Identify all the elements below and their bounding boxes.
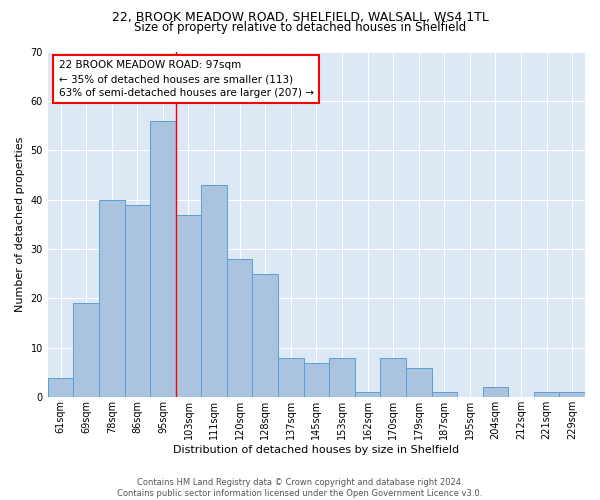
Bar xyxy=(227,259,253,398)
Bar xyxy=(201,185,227,398)
Bar xyxy=(73,304,99,398)
Bar xyxy=(125,204,150,398)
Bar xyxy=(380,358,406,398)
Bar xyxy=(253,274,278,398)
Y-axis label: Number of detached properties: Number of detached properties xyxy=(15,136,25,312)
Bar xyxy=(534,392,559,398)
Text: Size of property relative to detached houses in Shelfield: Size of property relative to detached ho… xyxy=(134,21,466,34)
Bar xyxy=(329,358,355,398)
Bar xyxy=(559,392,585,398)
Bar xyxy=(304,362,329,398)
Bar xyxy=(355,392,380,398)
Bar xyxy=(176,214,201,398)
Bar xyxy=(406,368,431,398)
Bar xyxy=(482,388,508,398)
Bar xyxy=(99,200,125,398)
Bar xyxy=(431,392,457,398)
Bar xyxy=(278,358,304,398)
Text: Contains HM Land Registry data © Crown copyright and database right 2024.
Contai: Contains HM Land Registry data © Crown c… xyxy=(118,478,482,498)
Text: 22 BROOK MEADOW ROAD: 97sqm
← 35% of detached houses are smaller (113)
63% of se: 22 BROOK MEADOW ROAD: 97sqm ← 35% of det… xyxy=(59,60,314,98)
Bar xyxy=(150,120,176,398)
X-axis label: Distribution of detached houses by size in Shelfield: Distribution of detached houses by size … xyxy=(173,445,460,455)
Bar xyxy=(48,378,73,398)
Text: 22, BROOK MEADOW ROAD, SHELFIELD, WALSALL, WS4 1TL: 22, BROOK MEADOW ROAD, SHELFIELD, WALSAL… xyxy=(112,11,488,24)
